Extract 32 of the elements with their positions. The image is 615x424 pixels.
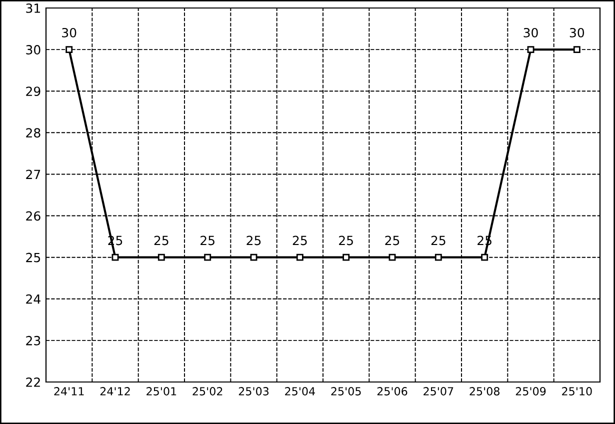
data-label: 30 [570,28,584,38]
x-tick-label: 25'05 [331,387,361,396]
x-tick-label: 25'03 [238,387,269,396]
data-label: 30 [524,28,538,38]
data-label: 30 [62,28,76,38]
data-label: 25 [431,236,446,246]
y-tick-label: 23 [26,336,40,346]
x-tick-label: 25'10 [562,387,592,396]
x-tick-label: 25'02 [192,387,222,396]
y-tick-label: 25 [26,252,40,262]
y-tick-label: 29 [26,86,40,96]
data-label: 25 [200,236,214,246]
y-tick-label: 28 [26,128,40,138]
data-label: 25 [339,236,353,246]
x-tick-label: 25'08 [470,387,500,396]
x-tick-label: 25'01 [146,387,176,396]
y-tick-label: 24 [26,294,40,304]
x-tick-label: 25'07 [424,387,454,396]
x-tick-label: 25'04 [285,387,315,396]
x-tick-label: 25'09 [516,387,546,396]
x-tick-label: 25'06 [377,387,408,396]
x-tick-label: 24'12 [100,387,130,396]
data-label: 25 [292,236,307,246]
data-label: 25 [246,236,261,246]
y-tick-label: 27 [26,170,40,179]
y-tick-label: 26 [26,211,40,221]
y-tick-label: 22 [26,377,40,387]
data-label: 25 [385,236,400,246]
y-tick-label: 30 [26,45,40,54]
data-label: 25 [154,236,168,246]
x-tick-label: 24'11 [54,387,84,396]
y-tick-label: 31 [26,3,40,13]
